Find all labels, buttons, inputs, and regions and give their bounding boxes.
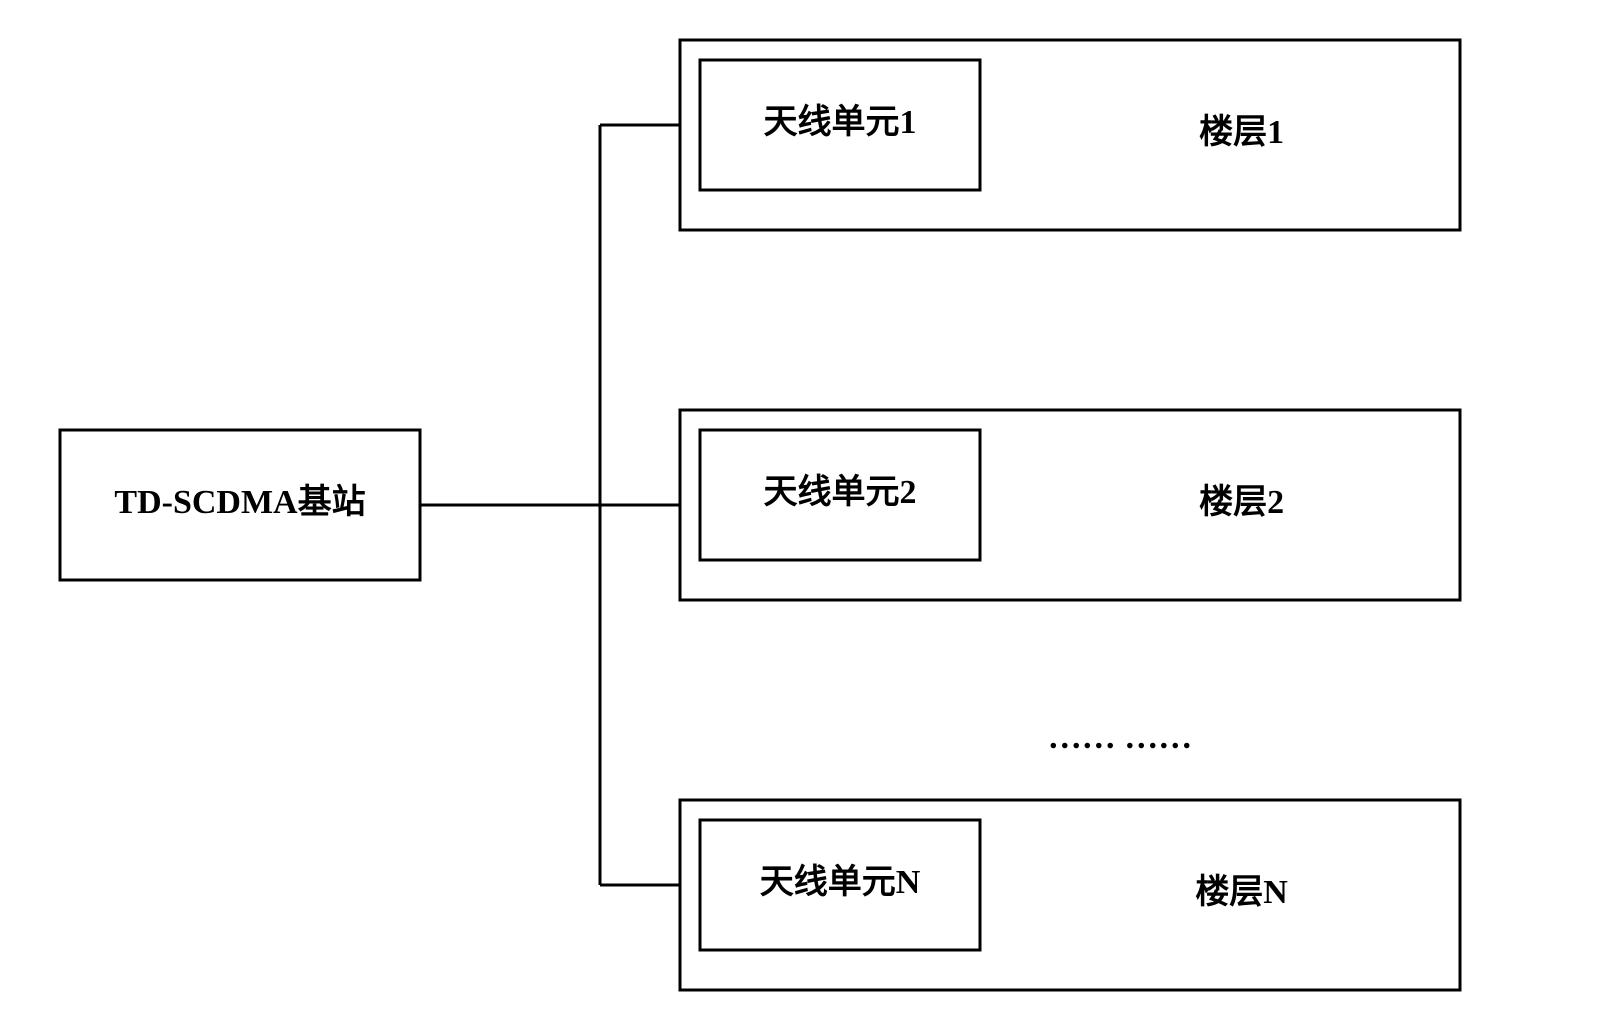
antenna-unit-label-2: 天线单元2 xyxy=(764,473,917,511)
floor-label-1: 楼层1 xyxy=(1199,113,1284,151)
antenna-unit-label-1: 天线单元1 xyxy=(764,103,917,141)
base-station-label: TD-SCDMA基站 xyxy=(114,483,365,521)
ellipsis: …… …… xyxy=(1048,719,1193,756)
diagram-canvas: TD-SCDMA基站 楼层1 天线单元1 楼层2 天线单元2 楼层N 天线单元N …… …… xyxy=(0,0,1610,1034)
antenna-unit-label-3: 天线单元N xyxy=(760,863,921,901)
floor-label-2: 楼层2 xyxy=(1199,483,1284,521)
floor-label-3: 楼层N xyxy=(1195,873,1288,911)
